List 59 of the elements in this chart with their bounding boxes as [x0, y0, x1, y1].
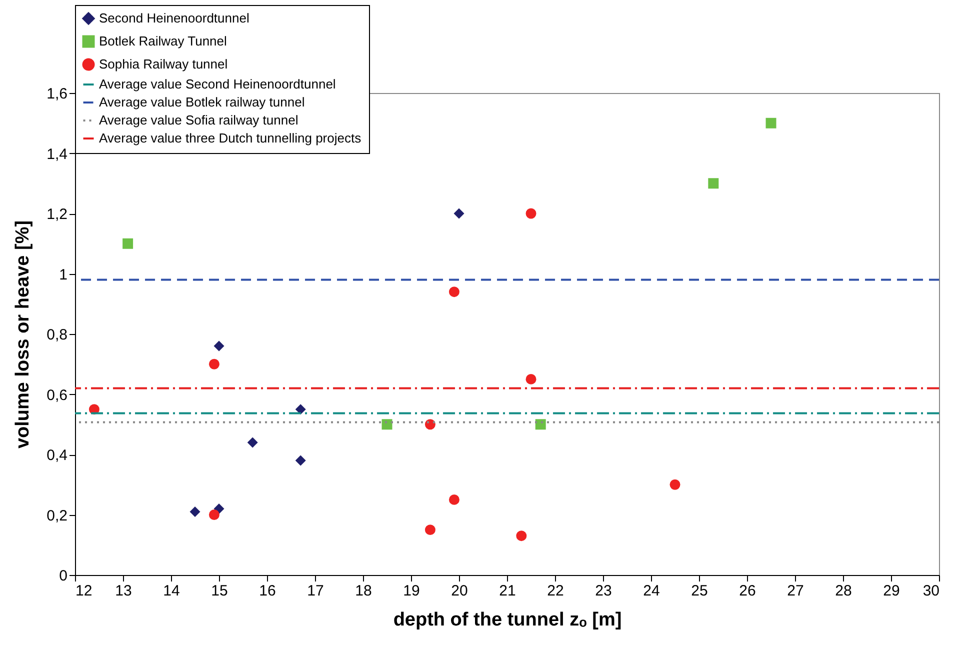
point [766, 118, 776, 128]
point [214, 503, 224, 514]
x-tick-label: 27 [787, 582, 804, 600]
point [535, 419, 546, 430]
point [526, 208, 536, 219]
point [448, 286, 460, 298]
y-tick-label: 0,2 [46, 507, 68, 524]
point [214, 340, 224, 352]
y-tick-label: 1,6 [46, 86, 68, 102]
x-tick-label: 22 [547, 582, 564, 600]
point [424, 419, 436, 430]
point [670, 479, 680, 490]
x-tick-label: 23 [595, 582, 612, 600]
legend-label: Second Heinenoordtunnel [99, 10, 250, 26]
x-axis-title: depth of the tunnel zₒ [m] [393, 610, 622, 630]
x-tick-label: 21 [499, 582, 516, 600]
legend-label: Average value three Dutch tunnelling projects [99, 130, 362, 146]
legend-label: Botlek Railway Tunnel [99, 34, 228, 48]
x-tick-label: 24 [643, 582, 660, 600]
x-tick-label: 19 [403, 582, 420, 600]
point [448, 494, 460, 505]
x-tick-label: 16 [259, 582, 276, 600]
y-axis-title: volume loss or heave [%] [12, 220, 34, 449]
point [424, 524, 436, 536]
x-tick-label: 12 [76, 582, 92, 600]
point [516, 530, 527, 542]
y-tick-label: 0,4 [46, 447, 68, 464]
point [295, 404, 306, 415]
x-tick-label: 20 [451, 582, 468, 600]
x-tick-label: 26 [739, 582, 756, 600]
y-tick-label: 1,2 [46, 206, 68, 223]
x-tick-label: 18 [355, 582, 372, 600]
y-tick-label: 0 [59, 568, 68, 584]
x-tick-label: 29 [883, 582, 900, 600]
point [295, 455, 306, 466]
x-tick-label: 28 [835, 582, 852, 600]
point [454, 208, 464, 219]
legend-label: Average value Botlek railway tunnel [99, 94, 305, 110]
y-tick-label: 1 [59, 266, 68, 284]
legend-label: Average value Second Heinenoordtunnel [99, 76, 336, 92]
point [382, 419, 392, 430]
y-tick-label: 0,6 [46, 386, 68, 404]
legend-label: Sophia Railway tunnel [99, 56, 228, 72]
x-tick-label: 13 [115, 582, 132, 600]
point [122, 238, 134, 249]
x-tick-label: 30 [922, 582, 940, 600]
point [208, 358, 220, 370]
x-tick-label: 25 [691, 582, 708, 600]
point [208, 510, 220, 520]
x-tick-label: 17 [307, 582, 324, 600]
y-tick-label: 0,8 [46, 326, 68, 344]
point [190, 506, 200, 517]
point [708, 178, 719, 189]
legend-label: Average value Sofia railway tunnel [99, 112, 298, 128]
point [247, 437, 258, 448]
y-tick-label: 1,4 [46, 146, 68, 163]
point [526, 374, 536, 384]
x-tick-label: 15 [211, 582, 228, 600]
x-tick-label: 14 [163, 582, 180, 600]
